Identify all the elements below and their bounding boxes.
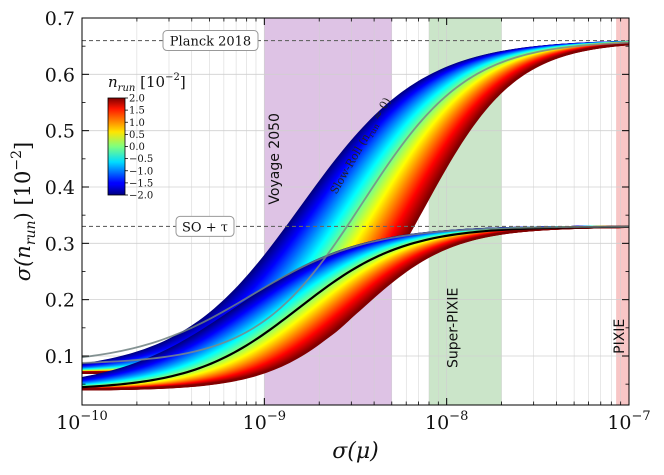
colorbar-tick-label: 2.0 <box>129 94 145 105</box>
ref-label: SO + τ <box>182 220 228 235</box>
annotation-voyage-2050: Voyage 2050 <box>267 113 283 205</box>
tick-label-x: 10−9 <box>243 409 286 434</box>
tick-label-x: 10−8 <box>425 409 468 434</box>
axis-labels: σ(μ) σ(nrun) [10−2] <box>9 142 379 464</box>
tick-label-x: 10−10 <box>56 409 108 434</box>
ref-label-box <box>175 215 235 237</box>
special-curve <box>82 41 629 364</box>
colorbar-tick-label: −1.5 <box>129 178 153 189</box>
tick-label-y: 0.6 <box>45 64 75 86</box>
axis-ticks: 10−10 10−9 10−8 10−7 0.1 0.2 0.3 0.4 0.5 0.6 0.7 <box>45 8 651 434</box>
curve-families <box>82 40 629 391</box>
colorbar-tick-label: 0.5 <box>129 130 145 141</box>
tick-label-x: 10−7 <box>607 409 650 434</box>
colorbar: nrun [10−2]2.01.51.00.50.0−0.5−1.0−1.5 −2… <box>107 72 186 202</box>
tick-label-y: 0.7 <box>45 8 75 30</box>
curve-lower <box>82 225 629 391</box>
colorbar-tick-label: −2.0 <box>129 191 153 202</box>
colorbar-tick-label: −0.5 <box>129 154 153 165</box>
ref-label: Planck 2018 <box>170 35 251 50</box>
annotation-super-pixie: Super-PIXIE <box>446 288 462 368</box>
colorbar-tick-label: 1.0 <box>129 118 145 129</box>
tick-label-y: 0.2 <box>45 290 75 312</box>
tick-label-y: 0.3 <box>45 233 75 255</box>
ref-label-box <box>162 30 259 52</box>
annotation-pixie: PIXIE <box>612 319 628 354</box>
colorbar-tick-label: −1.0 <box>129 166 153 177</box>
colorbar-tick-label: 1.5 <box>129 106 145 117</box>
colorbar-title: nrun [10−2] <box>108 72 186 94</box>
tick-label-y: 0.1 <box>45 346 75 368</box>
colorbar-tick-label: 0.0 <box>129 142 145 153</box>
x-axis-label: σ(μ) <box>332 439 378 464</box>
tick-label-y: 0.5 <box>45 121 75 143</box>
band-pixie <box>616 18 629 405</box>
y-axis-label: σ(nrun) [10−2] <box>9 142 39 281</box>
tick-label-y: 0.4 <box>45 177 75 199</box>
colorbar-gradient <box>107 97 126 196</box>
special-curve <box>82 225 629 359</box>
plot-frame <box>81 17 630 406</box>
